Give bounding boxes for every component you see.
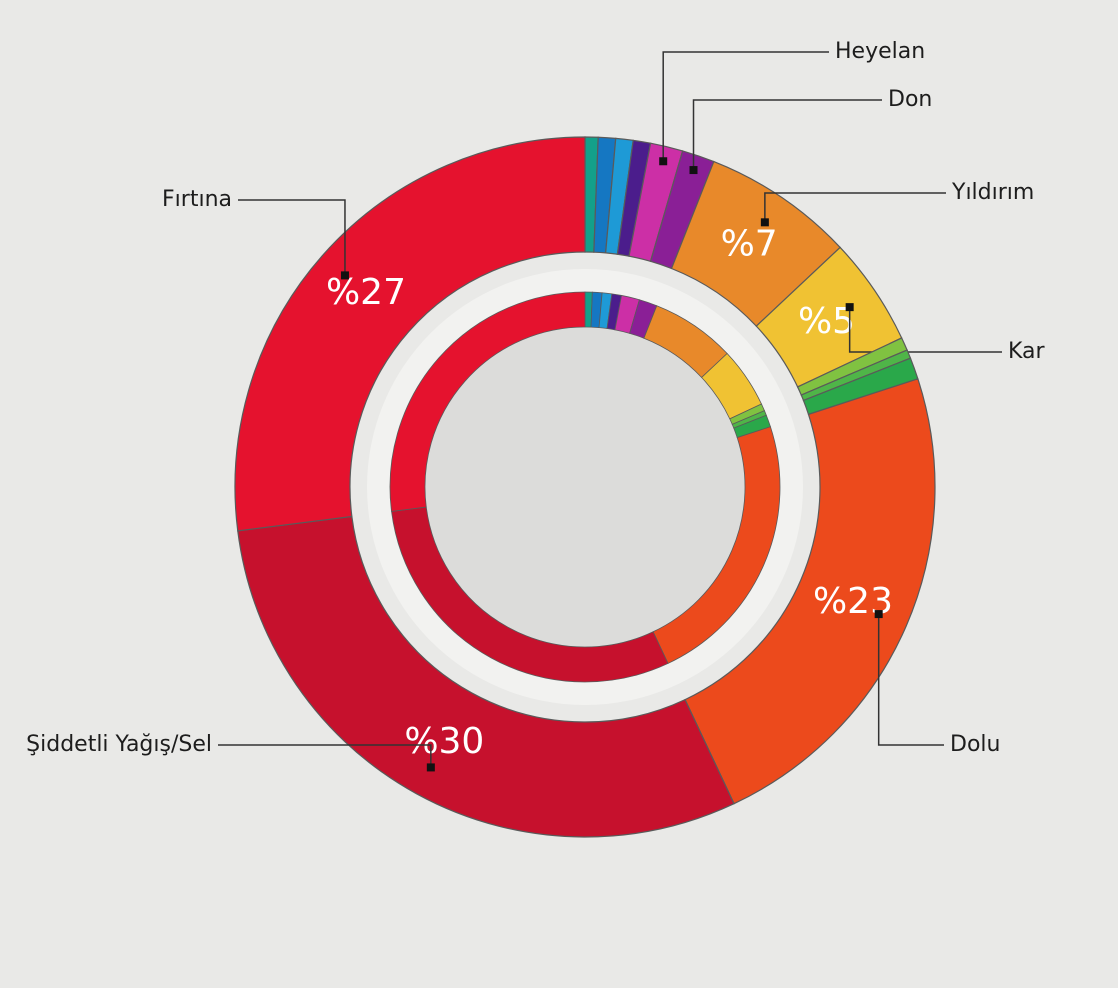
- leader-marker: [845, 303, 854, 312]
- segment: [684, 378, 936, 805]
- leader-line: [764, 192, 946, 223]
- leader-marker: [760, 218, 769, 227]
- leader-line: [218, 744, 432, 768]
- center-image: [425, 327, 745, 647]
- leader-marker: [689, 166, 698, 175]
- category-label: Şiddetli Yağış/Sel: [26, 732, 212, 757]
- leader-line: [238, 199, 346, 276]
- leader-marker: [426, 763, 435, 772]
- leader-marker: [874, 610, 883, 619]
- segment: [237, 515, 735, 838]
- category-label: Heyelan: [835, 39, 925, 64]
- category-label: Dolu: [950, 732, 1000, 757]
- leader-line: [848, 307, 1002, 353]
- value-label: %7: [721, 223, 778, 264]
- category-label: Don: [888, 87, 932, 112]
- value-label: %30: [404, 721, 484, 762]
- category-label: Yıldırım: [951, 180, 1034, 205]
- leader-line: [877, 614, 944, 746]
- value-label: %27: [326, 272, 406, 313]
- inner-segment: [389, 291, 586, 512]
- category-label: Fırtına: [162, 187, 232, 212]
- category-label: Kar: [1008, 339, 1046, 364]
- value-label: %5: [798, 301, 855, 342]
- leader-marker: [659, 157, 668, 166]
- leader-marker: [340, 271, 349, 280]
- leader-line: [662, 51, 829, 162]
- leader-line: [692, 99, 882, 171]
- segment: [234, 136, 586, 532]
